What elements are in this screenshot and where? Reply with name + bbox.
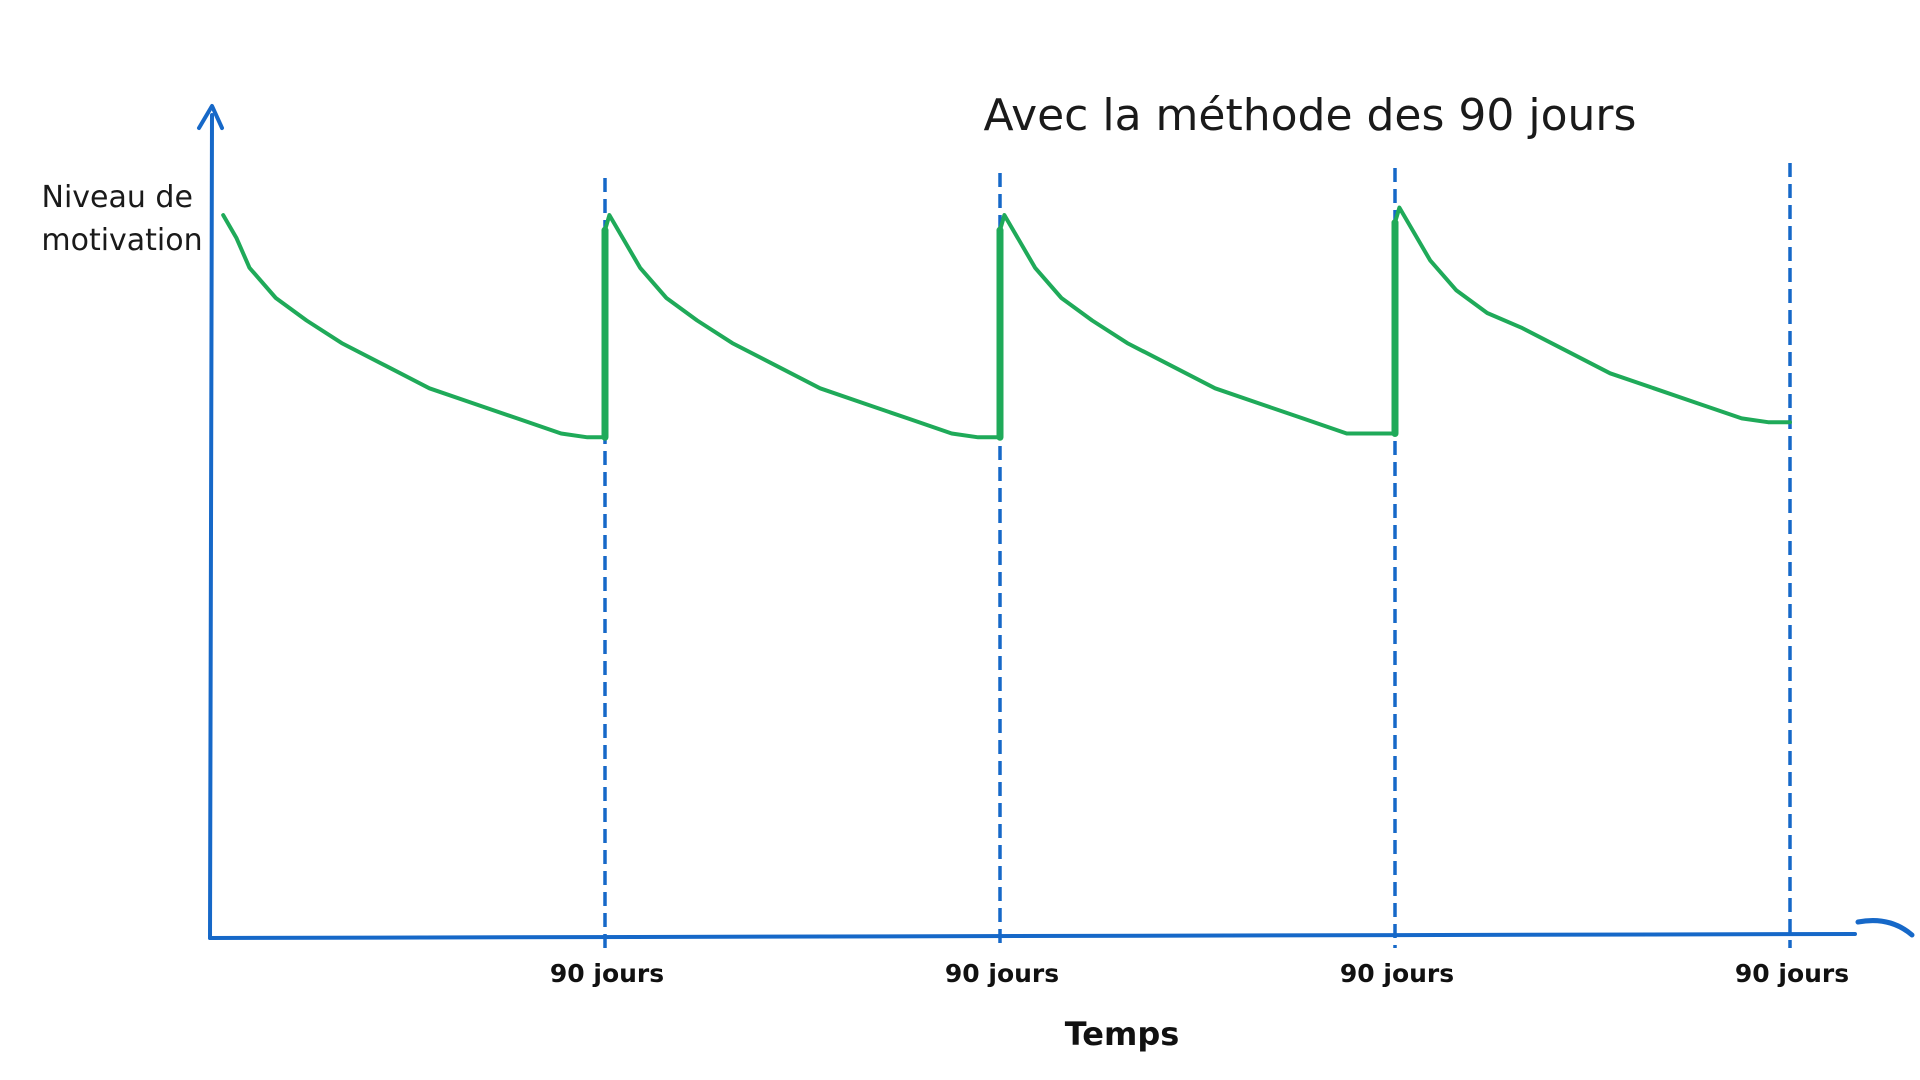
- motivation-series-line: [221, 205, 1792, 440]
- chart-title: Avec la méthode des 90 jours: [984, 90, 1637, 141]
- period-lines: [603, 163, 1792, 948]
- x-tick-label-1: 90 jours: [550, 959, 664, 988]
- x-tick-label-3: 90 jours: [1340, 959, 1454, 988]
- x-axis-label: Temps: [1065, 1015, 1180, 1053]
- axes: [197, 104, 1915, 940]
- x-axis: [208, 932, 1857, 940]
- x-tick-labels: 90 jours 90 jours 90 jours 90 jours: [550, 959, 1849, 988]
- x-axis-arrow: [1855, 918, 1915, 938]
- y-axis-label-line-2: motivation: [41, 223, 202, 258]
- x-tick-label-2: 90 jours: [945, 959, 1059, 988]
- y-axis-arrow: [197, 104, 224, 130]
- y-axis: [208, 113, 214, 940]
- y-axis-label-line-1: Niveau de: [42, 180, 193, 215]
- y-axis-label: Niveau de motivation: [41, 180, 202, 258]
- series-group: [221, 205, 1792, 441]
- x-tick-label-4: 90 jours: [1735, 959, 1849, 988]
